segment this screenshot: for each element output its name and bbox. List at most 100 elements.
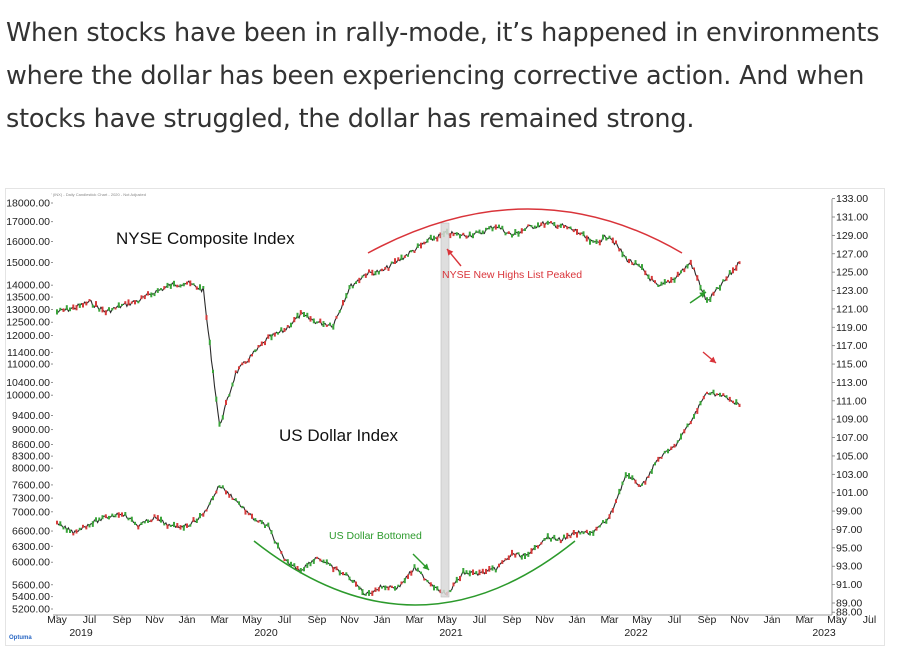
chart-frame: US Dollar Index - DXY (INX) - Daily Cand… <box>5 188 885 646</box>
candle-mark <box>140 295 143 300</box>
candle-mark <box>491 227 494 232</box>
x-axis-month-label: Nov <box>340 614 359 626</box>
candle-mark <box>316 556 318 559</box>
candle-mark <box>650 469 653 474</box>
x-axis-month-label: Nov <box>145 614 164 626</box>
annotation-nyse-new-highs: NYSE New Highs List Peaked <box>442 269 582 281</box>
candle-mark <box>225 490 227 495</box>
candle-mark <box>563 225 565 229</box>
x-axis-month-label: Jan <box>179 614 196 626</box>
candle-mark <box>452 232 455 237</box>
candle-mark <box>270 334 273 341</box>
candle-mark <box>550 221 552 224</box>
candle-mark <box>680 270 682 274</box>
candle-mark <box>208 502 211 505</box>
candle-mark <box>101 306 104 313</box>
candle-mark <box>329 322 331 326</box>
candle-mark <box>429 234 432 240</box>
candle-mark <box>371 269 374 276</box>
x-axis-month-label: Jan <box>764 614 781 626</box>
candle-mark <box>381 268 383 272</box>
candle-mark <box>218 485 221 488</box>
candle-mark <box>228 394 231 397</box>
candle-mark <box>348 576 351 581</box>
candle-mark <box>420 242 422 249</box>
candle-mark <box>182 282 185 287</box>
candle-mark <box>134 300 136 305</box>
candle-mark <box>546 533 549 540</box>
candle-mark <box>316 321 318 324</box>
candle-mark <box>345 293 348 299</box>
candle-mark <box>309 562 312 567</box>
candle-mark <box>150 519 153 523</box>
candle-mark <box>579 232 582 236</box>
candle-mark <box>455 576 458 583</box>
left-axis-tick-label: 9400.00 <box>12 410 50 422</box>
candle-mark <box>709 296 712 302</box>
candle-mark <box>709 392 712 396</box>
candle-mark <box>137 525 140 530</box>
candle-mark <box>75 305 78 311</box>
candle-mark <box>397 584 400 587</box>
candle-mark <box>582 231 585 237</box>
candle-mark <box>290 561 292 568</box>
candle-mark <box>82 303 84 308</box>
candle-mark <box>602 520 604 524</box>
candle-mark <box>650 275 653 281</box>
candle-mark <box>605 518 608 524</box>
candle-mark <box>65 528 68 533</box>
candle-mark <box>507 231 510 234</box>
candle-mark <box>394 258 396 264</box>
candle-mark <box>98 517 101 521</box>
right-axis-tick-label: 89.00 <box>836 598 862 610</box>
x-axis-month-label: Mar <box>600 614 619 626</box>
candle-mark <box>494 224 497 230</box>
candle-mark <box>117 302 120 308</box>
candle-mark <box>179 525 182 530</box>
candle-mark <box>735 399 738 405</box>
candle-mark <box>384 267 387 270</box>
candle-mark <box>244 509 247 515</box>
candle-mark <box>712 389 715 395</box>
candle-mark <box>621 481 624 485</box>
candle-mark <box>273 332 276 337</box>
candle-mark <box>59 521 62 527</box>
candle-mark <box>478 569 481 576</box>
candle-mark <box>738 261 741 265</box>
candle-mark <box>676 440 679 443</box>
candle-mark <box>234 498 237 502</box>
candle-mark <box>722 393 725 396</box>
candle-mark <box>124 301 127 304</box>
candle-mark <box>501 560 504 564</box>
candle-mark <box>543 538 546 541</box>
candle-mark <box>309 316 312 322</box>
candle-mark <box>478 229 481 234</box>
left-axis-tick-label: 5200.00 <box>12 604 50 616</box>
arrow-dollar-bottom-head <box>422 563 429 570</box>
candle-mark <box>725 395 728 399</box>
candle-mark <box>423 241 426 245</box>
candle-mark <box>605 237 608 241</box>
x-axis-month-label: Nov <box>535 614 554 626</box>
left-axis-tick-label: 7600.00 <box>12 479 50 491</box>
candle-mark <box>69 307 71 312</box>
candle-mark <box>65 305 68 310</box>
candle-mark <box>59 307 62 311</box>
candle-mark <box>78 303 81 308</box>
right-axis-tick-label: 105.00 <box>836 450 868 462</box>
candle-mark <box>735 265 738 271</box>
candle-mark <box>433 235 435 241</box>
candle-mark <box>602 234 604 240</box>
candle-mark <box>325 324 328 327</box>
candle-mark <box>283 558 286 562</box>
candle-mark <box>624 472 627 478</box>
candle-mark <box>475 230 478 233</box>
left-axis-tick-label: 7000.00 <box>12 506 50 518</box>
right-axis-tick-label: 101.00 <box>836 487 868 499</box>
candle-mark <box>537 222 539 228</box>
candle-mark <box>527 224 530 227</box>
candle-mark <box>436 236 439 242</box>
candle-mark <box>641 483 643 486</box>
candle-mark <box>377 587 380 592</box>
candle-mark <box>676 271 679 277</box>
